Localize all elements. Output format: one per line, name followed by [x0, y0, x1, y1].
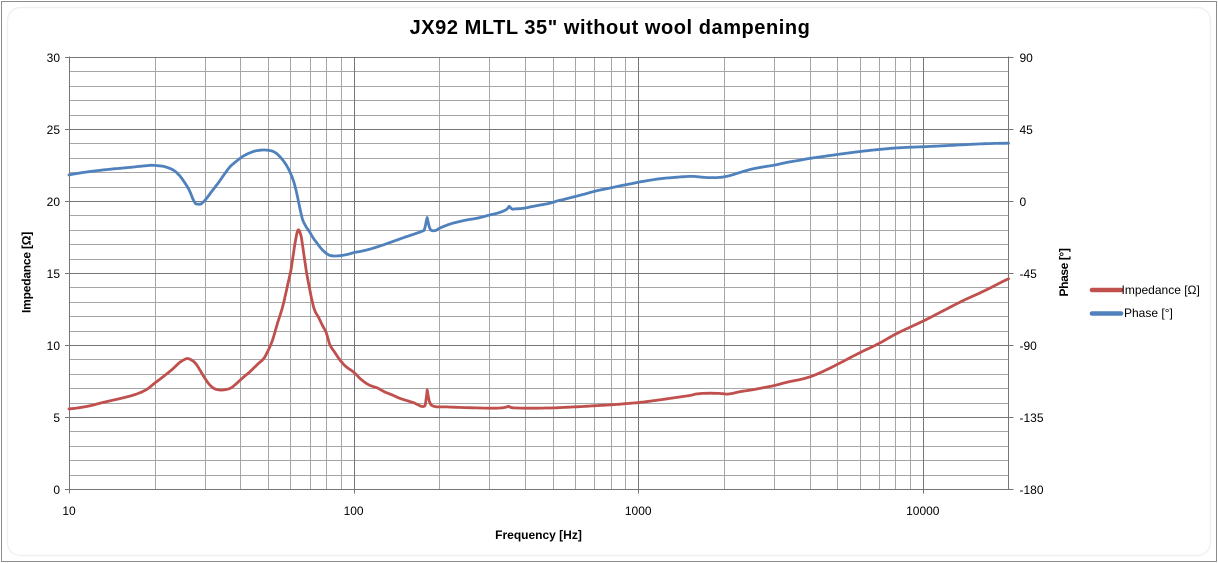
svg-text:-90: -90 — [1020, 339, 1038, 353]
svg-text:20: 20 — [47, 195, 61, 209]
svg-text:10000: 10000 — [906, 504, 940, 518]
svg-text:0: 0 — [1020, 195, 1027, 209]
svg-text:90: 90 — [1020, 51, 1034, 65]
svg-text:45: 45 — [1020, 123, 1034, 137]
svg-text:1000: 1000 — [625, 504, 652, 518]
svg-text:25: 25 — [47, 123, 61, 137]
svg-text:15: 15 — [47, 267, 61, 281]
svg-text:Phase [°]: Phase [°] — [1057, 248, 1071, 296]
svg-text:Impedance [Ω]: Impedance [Ω] — [1122, 283, 1200, 297]
svg-text:30: 30 — [47, 51, 61, 65]
svg-text:10: 10 — [47, 339, 61, 353]
svg-text:-180: -180 — [1020, 483, 1044, 497]
svg-text:-45: -45 — [1020, 267, 1038, 281]
svg-text:Impedance [Ω]: Impedance [Ω] — [19, 232, 33, 313]
svg-text:10: 10 — [62, 504, 76, 518]
svg-text:Frequency [Hz]: Frequency [Hz] — [495, 528, 582, 542]
svg-text:Phase [°]: Phase [°] — [1124, 306, 1173, 320]
svg-text:-135: -135 — [1020, 411, 1044, 425]
svg-text:100: 100 — [344, 504, 364, 518]
svg-text:0: 0 — [53, 483, 60, 497]
svg-text:5: 5 — [53, 411, 60, 425]
svg-text:JX92 MLTL 35" without wool dam: JX92 MLTL 35" without wool dampening — [410, 17, 811, 39]
